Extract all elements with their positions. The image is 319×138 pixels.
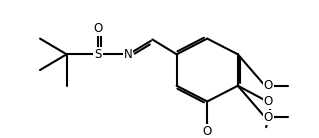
Text: O: O <box>203 125 212 138</box>
Text: S: S <box>94 48 102 61</box>
Text: O: O <box>264 79 273 92</box>
Text: O: O <box>264 111 273 124</box>
Text: N: N <box>124 48 132 61</box>
Text: O: O <box>264 95 273 108</box>
Text: O: O <box>93 22 103 35</box>
